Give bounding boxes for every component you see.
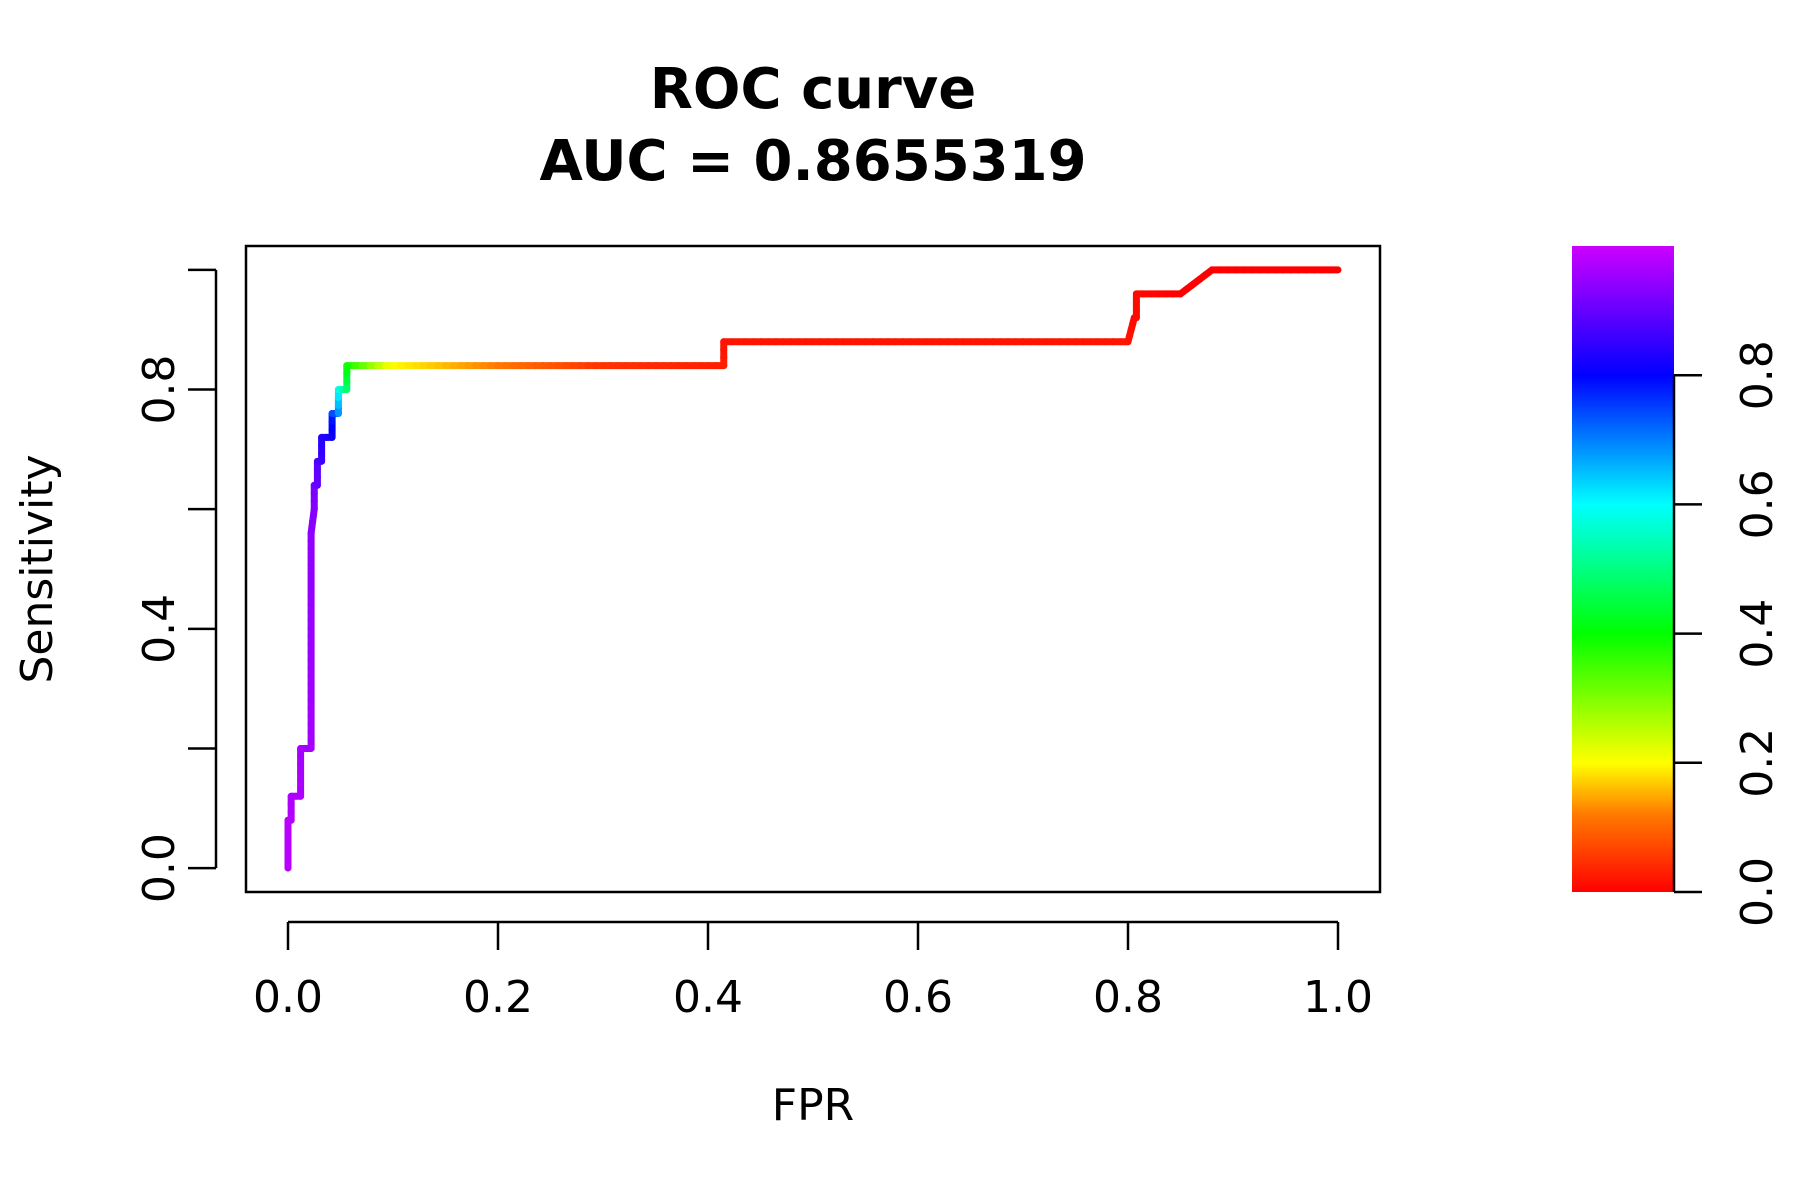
colorbar bbox=[1572, 246, 1674, 892]
x-tick-label: 0.8 bbox=[1093, 972, 1163, 1023]
x-tick-label: 0.2 bbox=[463, 972, 533, 1023]
colorbar-tick-label: 0.0 bbox=[1732, 857, 1783, 927]
roc-curve bbox=[284, 266, 1342, 872]
colorbar-tick-label: 0.6 bbox=[1732, 469, 1783, 539]
y-tick-label: 0.0 bbox=[134, 833, 185, 903]
colorbar-axis: 0.0 0.2 0.4 0.6 0.8 bbox=[1672, 340, 1783, 927]
x-tick-label: 0.0 bbox=[253, 972, 323, 1023]
chart-title: ROC curve bbox=[650, 57, 976, 122]
x-tick-label: 1.0 bbox=[1303, 972, 1373, 1023]
colorbar-tick-label: 0.8 bbox=[1732, 340, 1783, 410]
plot-frame bbox=[244, 244, 1382, 894]
y-tick-label: 0.4 bbox=[134, 594, 185, 664]
x-axis: 0.0 0.2 0.4 0.6 0.8 1.0 bbox=[253, 920, 1373, 1023]
colorbar-tick-label: 0.4 bbox=[1732, 599, 1783, 669]
colorbar-tick-label: 0.2 bbox=[1732, 728, 1783, 798]
chart-subtitle: AUC = 0.8655319 bbox=[539, 129, 1086, 194]
y-axis: 0.0 0.4 0.8 bbox=[134, 268, 218, 903]
y-axis-label: Sensitivity bbox=[12, 454, 63, 683]
y-tick-label: 0.8 bbox=[134, 355, 185, 425]
x-tick-label: 0.4 bbox=[673, 972, 743, 1023]
x-tick-label: 0.6 bbox=[883, 972, 953, 1023]
x-axis-label: FPR bbox=[772, 1080, 854, 1131]
